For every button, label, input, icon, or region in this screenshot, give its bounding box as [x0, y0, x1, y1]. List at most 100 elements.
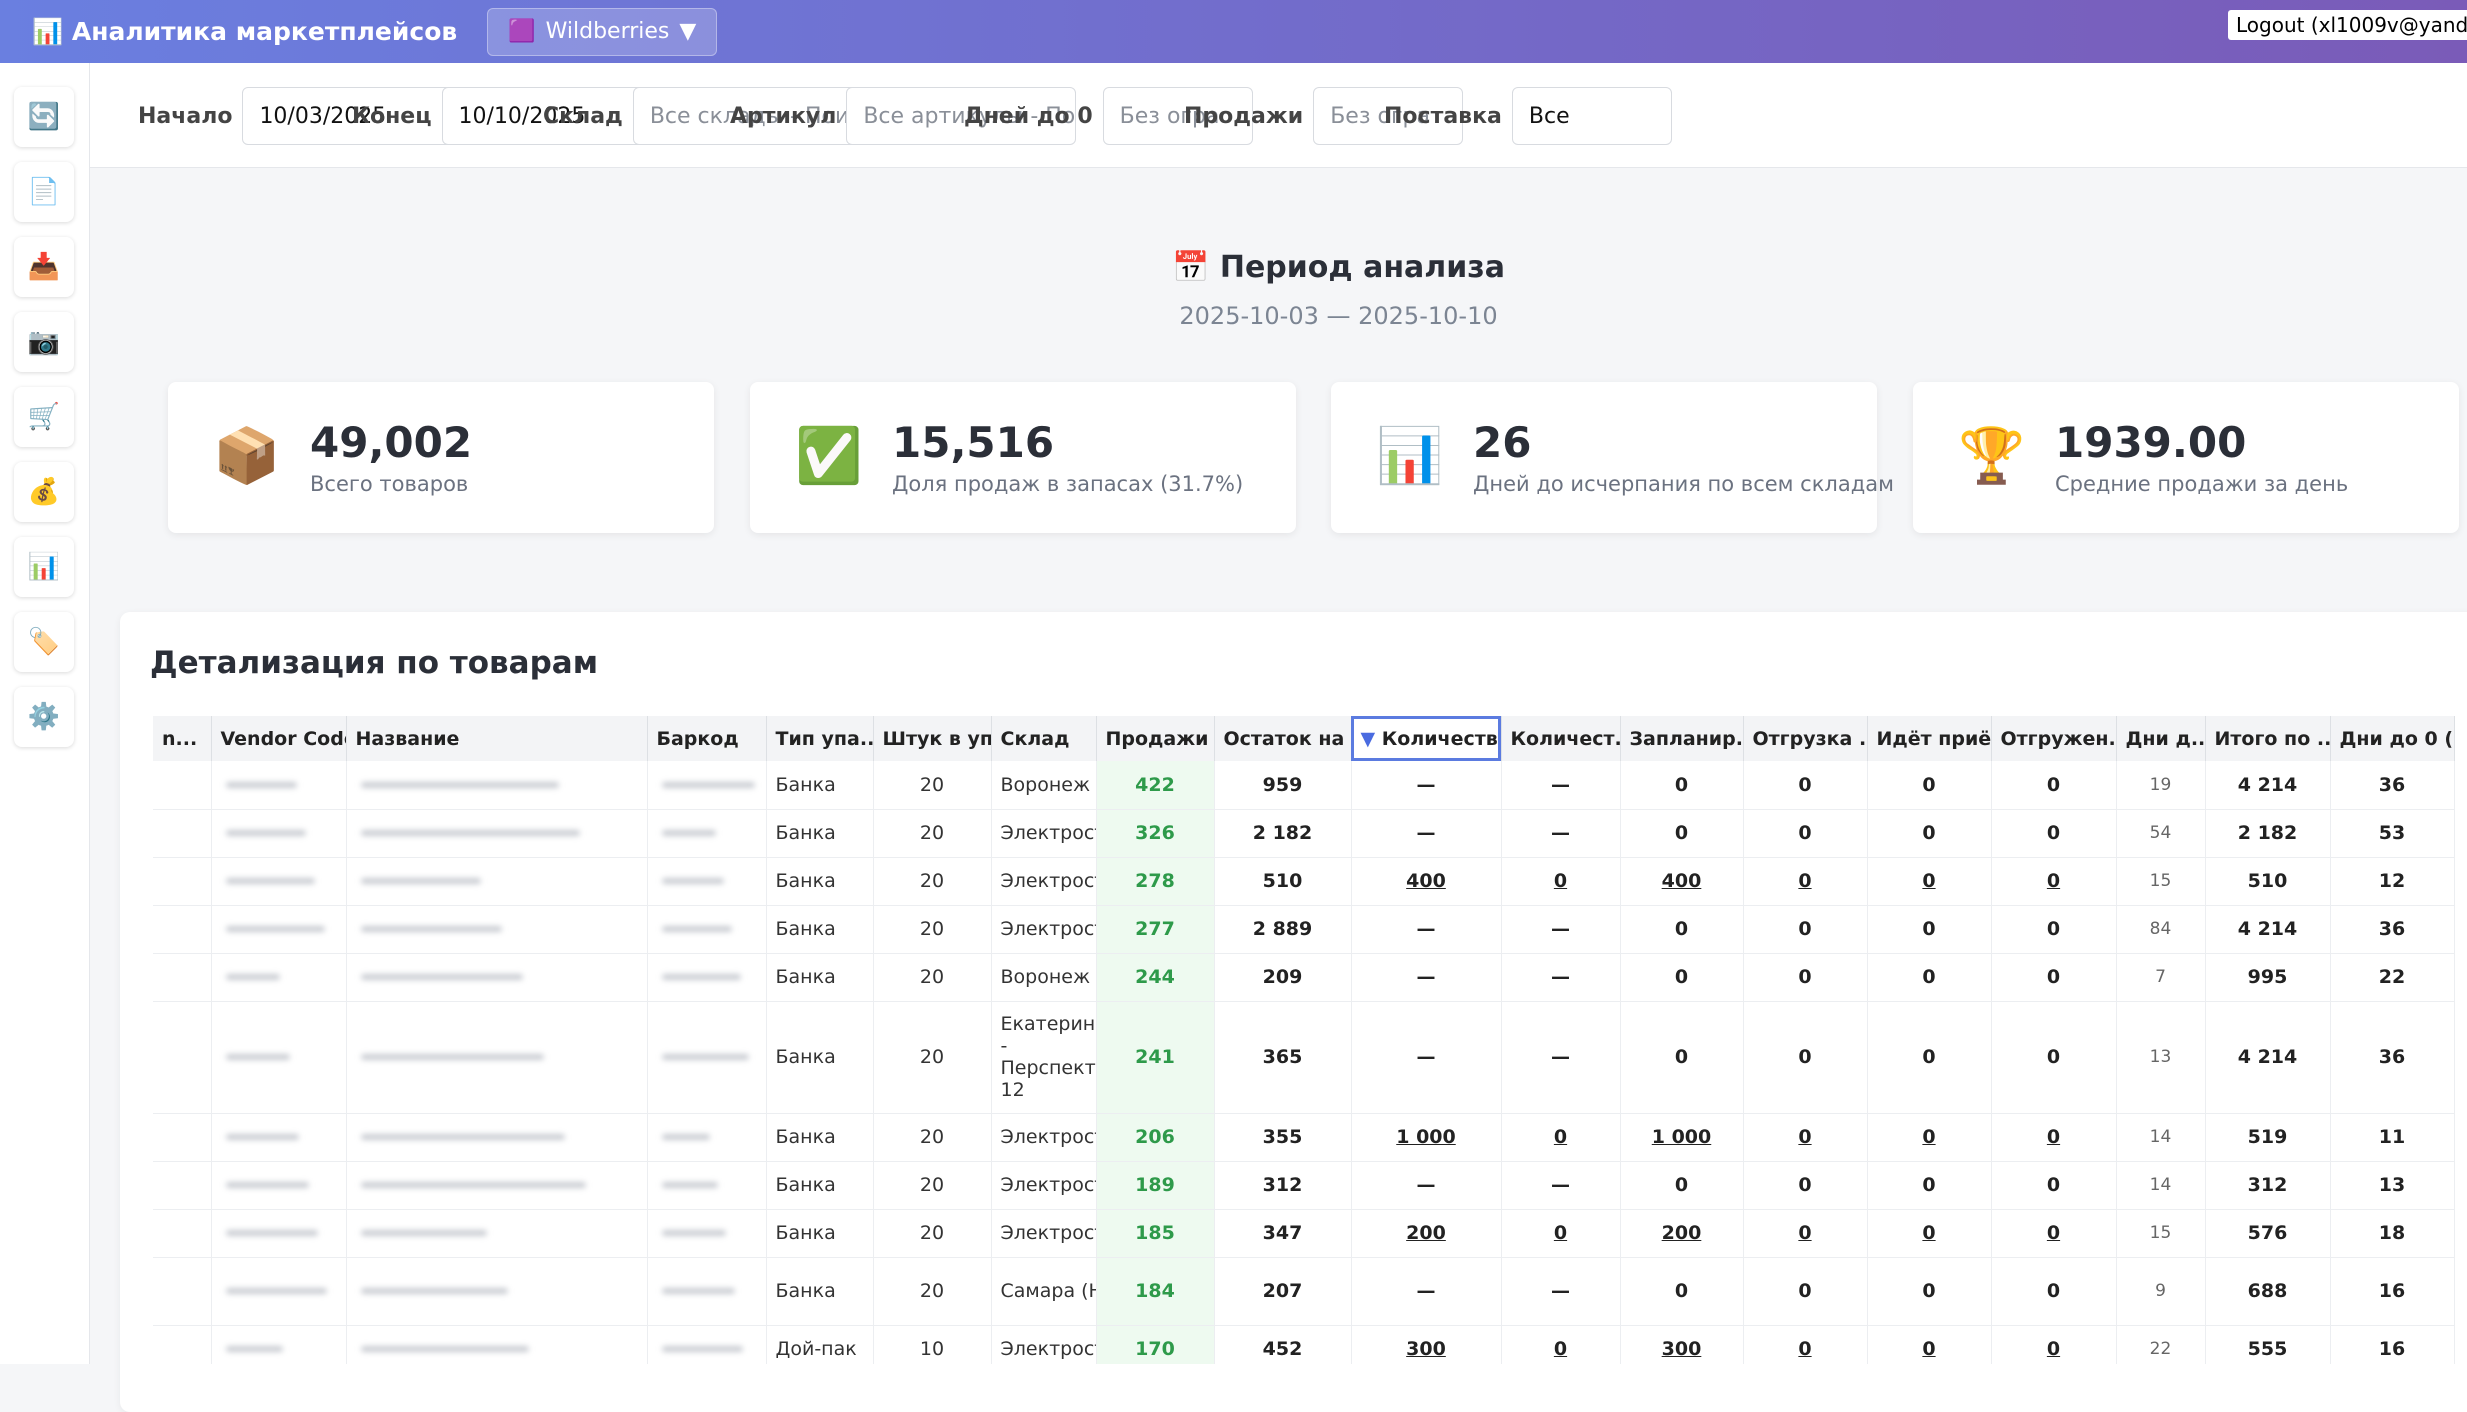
table-cell[interactable]: 300 [1620, 1325, 1744, 1364]
filter-input[interactable]: Без огра [1313, 87, 1464, 145]
table-cell: — [1501, 1257, 1621, 1326]
column-header[interactable]: Отгружен... [1991, 716, 2117, 761]
table-cell[interactable]: 400 [1351, 857, 1502, 906]
filter-input[interactable]: Все [1511, 87, 1672, 145]
blurred-text [661, 781, 755, 788]
table-cell: Банка [766, 1001, 874, 1114]
column-header[interactable]: Тип упа... [766, 716, 874, 761]
nav-cart[interactable]: 🛒 [14, 387, 74, 447]
table-cell[interactable]: 0 [1501, 857, 1621, 906]
table-cell[interactable]: 0 [1501, 1209, 1621, 1258]
blurred-cell [647, 857, 767, 906]
table-cell[interactable]: 400 [1620, 857, 1744, 906]
column-header[interactable]: Идёт приё... [1867, 716, 1992, 761]
column-header[interactable]: Отгрузка ... [1743, 716, 1868, 761]
column-header-text: Итого по ... [2214, 727, 2330, 750]
table-cell[interactable]: 1 000 [1351, 1113, 1502, 1162]
table-cell: 277 [1096, 905, 1215, 954]
column-header[interactable]: Итого по ... [2205, 716, 2331, 761]
column-header[interactable]: Штук в уп... [873, 716, 992, 761]
cell-text: 0 [1922, 918, 1936, 940]
filter-input[interactable]: 10/03/2025 [242, 87, 453, 145]
filter-input[interactable]: 10/10/2025 [441, 87, 652, 145]
filter-input[interactable]: Все артикулы - По [846, 87, 1077, 145]
blurred-text [360, 830, 580, 836]
nav-money[interactable]: 💰 [14, 462, 74, 522]
table-cell: 452 [1214, 1325, 1352, 1364]
table-cell[interactable]: 0 [1867, 1325, 1992, 1364]
blurred-cell [153, 857, 212, 906]
nav-docs[interactable]: 📄 [14, 162, 74, 222]
nav-chart[interactable]: 📊 [14, 537, 74, 597]
table-cell[interactable]: 300 [1351, 1325, 1502, 1364]
table-cell[interactable]: 0 [1991, 1325, 2117, 1364]
cell-text: 355 [1262, 1126, 1303, 1148]
cell-text: 20 [919, 966, 945, 988]
column-header[interactable]: Продажи [1096, 716, 1215, 761]
table-cell[interactable]: 0 [1867, 1113, 1992, 1162]
column-header[interactable]: Запланир... [1620, 716, 1744, 761]
column-header[interactable]: Остаток на ... [1214, 716, 1352, 761]
table-cell[interactable]: 0 [1991, 1209, 2117, 1258]
cell-text: — [1416, 918, 1436, 940]
nav-tags[interactable]: 🏷️ [14, 612, 74, 672]
column-header[interactable]: Склад [991, 716, 1097, 761]
blurred-cell [346, 1113, 648, 1162]
cell-text: 510 [1262, 870, 1303, 892]
sidebar: 🔄 📄 📥 📷 🛒 💰 📊 🏷️ ⚙️ [0, 63, 90, 1364]
nav-camera[interactable]: 📷 [14, 312, 74, 372]
column-header[interactable]: Vendor Code [211, 716, 347, 761]
cell-text: 0 [1798, 1222, 1812, 1244]
table-cell[interactable]: 200 [1351, 1209, 1502, 1258]
table-cell[interactable]: 0 [1743, 857, 1868, 906]
cell-text: Банка [775, 1046, 836, 1068]
table-cell: 207 [1214, 1257, 1352, 1326]
table-cell[interactable]: 0 [1501, 1325, 1621, 1364]
cell-text: 20 [919, 918, 945, 940]
marketplace-select[interactable]: 🟪 Wildberries ▼ [487, 7, 718, 56]
table-cell[interactable]: 0 [1501, 1113, 1621, 1162]
filter-input[interactable]: Все склады - Поиск [632, 87, 878, 145]
table-cell[interactable]: 0 [1743, 1209, 1868, 1258]
cell-text: 0 [1674, 1046, 1689, 1068]
column-header[interactable]: Дни до 0 (... [2330, 716, 2455, 761]
table-cell[interactable]: 0 [1991, 857, 2117, 906]
nav-inbox[interactable]: 📥 [14, 237, 74, 297]
logout-button[interactable]: Logout (xl1009v@yandex [2228, 10, 2467, 40]
logo-icon: 📊 [32, 16, 72, 46]
table-cell[interactable]: 0 [1991, 1113, 2117, 1162]
blurred-cell [211, 1113, 347, 1162]
nav-settings[interactable]: ⚙️ [14, 687, 74, 747]
cell-text: 0 [1553, 1222, 1568, 1244]
cell-text: 200 [1661, 1222, 1702, 1244]
filter-input[interactable]: Без огра [1102, 87, 1253, 145]
cell-text: 0 [1798, 822, 1812, 844]
cell-text: 0 [1798, 966, 1812, 988]
cell-text: 959 [1262, 773, 1303, 796]
nav-refresh[interactable]: 🔄 [14, 87, 74, 147]
column-header[interactable]: ▼ Количество в [1351, 716, 1502, 761]
column-header[interactable]: Дни д... [2116, 716, 2206, 761]
calendar-icon: 📅 [1172, 250, 1220, 285]
cell-text: 0 [1674, 918, 1689, 940]
table-cell: 510 [2205, 857, 2331, 906]
cell-text: Электроста [1000, 822, 1096, 844]
table-cell[interactable]: 0 [1743, 1113, 1868, 1162]
column-header[interactable]: Количест... [1501, 716, 1621, 761]
app-title-text: Аналитика маркетплейсов [71, 16, 458, 46]
filter-label: Начало [138, 103, 233, 129]
cell-text: 0 [2046, 918, 2061, 940]
table-cell[interactable]: 200 [1620, 1209, 1744, 1258]
filter: Артикул Все артикулы - По [730, 87, 1077, 145]
table-cell: 11 [2330, 1113, 2455, 1162]
column-header[interactable]: Название [346, 716, 648, 761]
blurred-cell [647, 1209, 767, 1258]
table-cell[interactable]: 0 [1867, 1209, 1992, 1258]
cell-text: 452 [1262, 1338, 1303, 1360]
table-cell[interactable]: 0 [1743, 1325, 1868, 1364]
column-header[interactable]: n... [153, 716, 212, 761]
cell-text: 170 [1135, 1338, 1175, 1360]
column-header[interactable]: Баркод [647, 716, 767, 761]
table-cell[interactable]: 0 [1867, 857, 1992, 906]
table-cell[interactable]: 1 000 [1620, 1113, 1744, 1162]
